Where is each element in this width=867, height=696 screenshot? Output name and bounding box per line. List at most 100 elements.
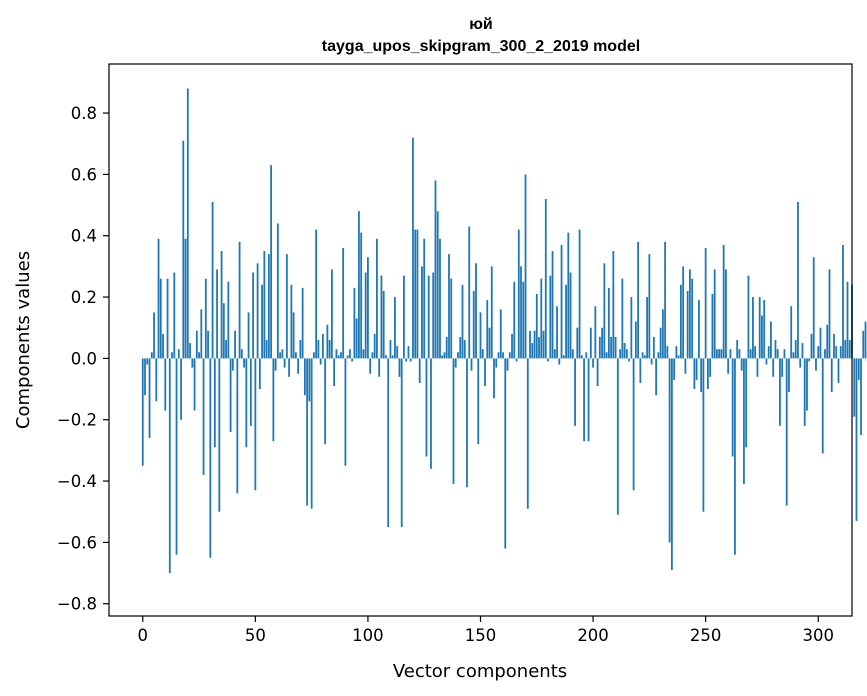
- bar: [434, 180, 437, 359]
- bar: [524, 174, 527, 359]
- bar: [448, 254, 450, 359]
- bar: [243, 358, 245, 368]
- bar: [745, 358, 748, 448]
- bar: [839, 346, 842, 359]
- bar: [349, 349, 351, 359]
- bar: [743, 358, 745, 485]
- bar: [684, 358, 687, 374]
- bar: [200, 309, 203, 359]
- bar: [688, 269, 691, 359]
- bar: [157, 238, 160, 359]
- bar: [146, 358, 149, 365]
- bar: [470, 358, 473, 371]
- bar: [247, 312, 250, 359]
- bar: [547, 358, 549, 362]
- bar: [430, 358, 432, 469]
- bar: [308, 358, 311, 402]
- bar: [288, 358, 291, 377]
- bar: [254, 358, 257, 491]
- bar: [367, 257, 369, 359]
- bar: [373, 333, 376, 359]
- bar: [274, 358, 277, 371]
- bar: [763, 300, 766, 359]
- bar: [216, 269, 218, 359]
- bar: [731, 358, 734, 457]
- bar: [324, 358, 327, 445]
- bar: [195, 330, 198, 359]
- bar: [189, 343, 191, 359]
- bar: [378, 358, 381, 377]
- bar: [643, 355, 646, 359]
- bar: [468, 226, 471, 359]
- bar: [837, 358, 840, 383]
- x-tick-label: 50: [245, 626, 266, 645]
- bar: [628, 358, 630, 362]
- x-tick-label: 200: [577, 626, 609, 645]
- bar: [790, 306, 793, 359]
- bar: [153, 312, 155, 359]
- bar: [180, 358, 182, 420]
- bar: [691, 278, 694, 359]
- bar: [661, 309, 664, 359]
- bar: [425, 358, 428, 457]
- bar: [792, 352, 795, 359]
- bar: [240, 349, 243, 359]
- bar: [574, 358, 576, 426]
- bar: [652, 336, 655, 359]
- bar: [821, 358, 824, 454]
- bar: [693, 358, 696, 390]
- bar: [770, 321, 772, 359]
- bar: [810, 333, 813, 359]
- bar: [385, 355, 387, 359]
- bar: [610, 336, 612, 359]
- bar: [353, 287, 356, 359]
- bar: [488, 327, 491, 359]
- bar: [857, 358, 860, 380]
- bar: [355, 318, 358, 359]
- bar: [218, 358, 221, 512]
- bar: [407, 346, 410, 359]
- y-axis-label: Components values: [13, 251, 34, 429]
- bar: [756, 358, 759, 377]
- bar: [605, 352, 608, 359]
- bar: [801, 343, 804, 359]
- bar: [596, 358, 599, 386]
- bar: [213, 358, 216, 448]
- bar: [389, 340, 392, 359]
- bar: [461, 284, 464, 359]
- bar: [754, 346, 757, 359]
- bar: [637, 241, 640, 359]
- bar: [783, 349, 786, 359]
- bar: [828, 269, 831, 359]
- bar: [182, 140, 185, 359]
- bar: [781, 358, 784, 377]
- bar: [436, 211, 439, 359]
- bar: [204, 278, 207, 359]
- bar: [682, 266, 685, 359]
- bar: [776, 349, 779, 359]
- bar: [565, 284, 567, 359]
- bar: [806, 358, 808, 411]
- bar: [432, 272, 435, 359]
- bar: [202, 358, 205, 475]
- bar: [159, 278, 162, 359]
- bar: [281, 349, 284, 359]
- bar: [351, 358, 354, 362]
- bar: [481, 349, 484, 359]
- bar: [403, 275, 405, 359]
- bar: [484, 358, 486, 386]
- bar: [734, 358, 736, 555]
- bar: [423, 238, 426, 359]
- bar: [171, 352, 173, 359]
- bar: [303, 358, 306, 396]
- bar: [207, 330, 209, 359]
- y-tick-label: −0.6: [57, 533, 97, 552]
- bar: [675, 346, 678, 359]
- bar: [279, 352, 282, 359]
- bar: [231, 358, 234, 371]
- bar: [376, 238, 378, 359]
- bar: [209, 358, 212, 558]
- bar: [490, 266, 493, 359]
- bar: [398, 358, 401, 377]
- bar: [844, 340, 847, 359]
